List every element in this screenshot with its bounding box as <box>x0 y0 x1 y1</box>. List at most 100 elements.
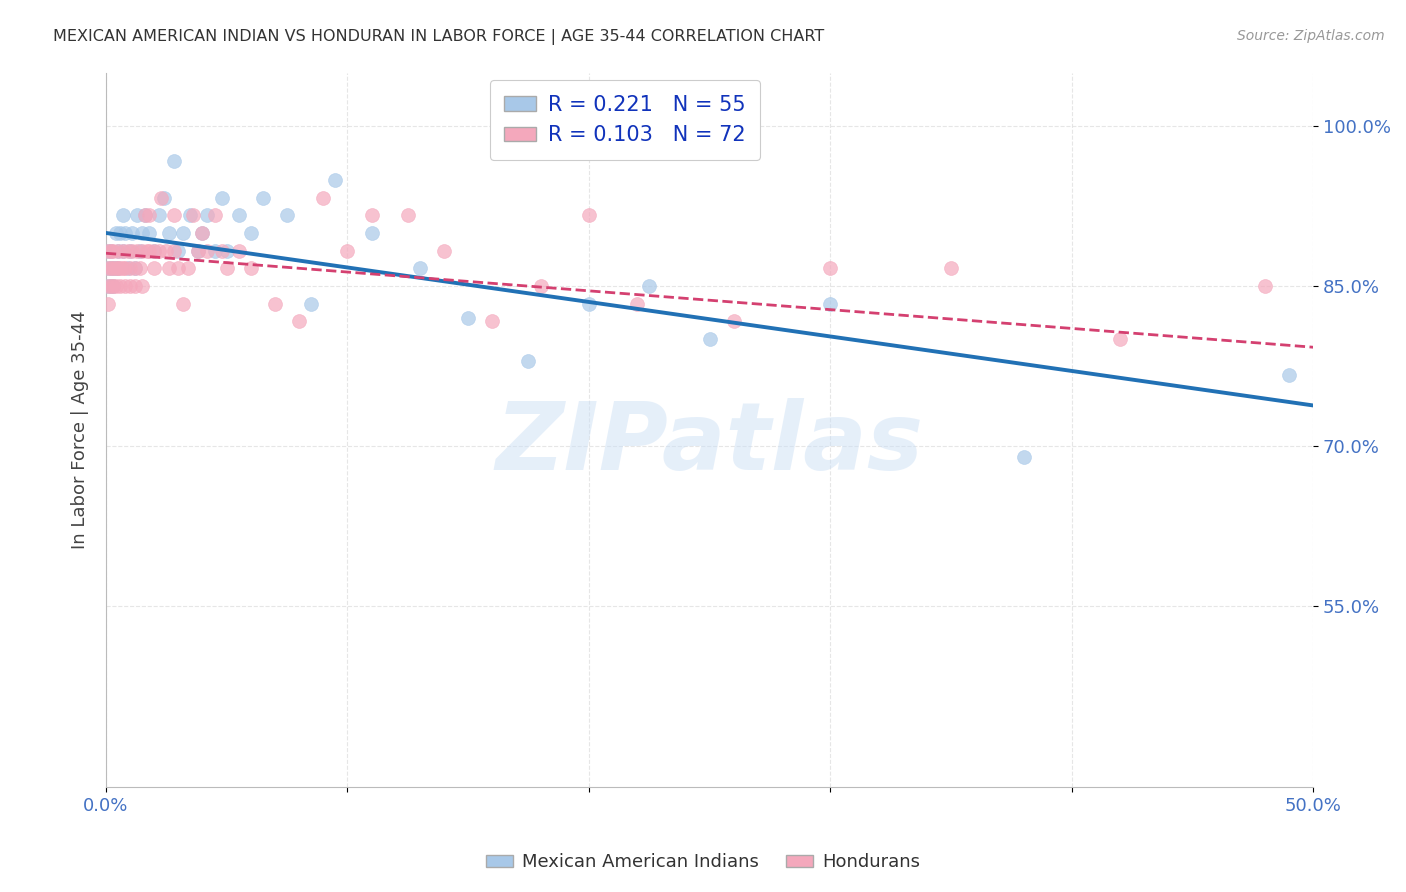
Point <box>264 297 287 311</box>
Point <box>187 244 209 258</box>
Point <box>107 260 129 275</box>
Point <box>101 244 124 258</box>
Point <box>457 311 479 326</box>
Point <box>101 279 124 293</box>
Point <box>1399 606 1406 620</box>
Point <box>101 260 124 275</box>
Point <box>939 260 962 275</box>
Point <box>114 226 136 240</box>
Point <box>134 208 156 222</box>
Point <box>118 279 141 293</box>
Point <box>100 279 122 293</box>
Point <box>110 226 132 240</box>
Point <box>143 244 166 258</box>
Point <box>118 260 141 275</box>
Point <box>136 244 159 258</box>
Point <box>204 244 226 258</box>
Point <box>101 279 124 293</box>
Point <box>723 314 745 328</box>
Point <box>104 260 127 275</box>
Point <box>179 208 201 222</box>
Point <box>204 208 226 222</box>
Point <box>97 279 120 293</box>
Point <box>228 244 250 258</box>
Point <box>111 244 134 258</box>
Point <box>162 154 184 169</box>
Point <box>131 279 153 293</box>
Point <box>127 244 149 258</box>
Point <box>239 260 262 275</box>
Point <box>360 226 382 240</box>
Text: MEXICAN AMERICAN INDIAN VS HONDURAN IN LABOR FORCE | AGE 35-44 CORRELATION CHART: MEXICAN AMERICAN INDIAN VS HONDURAN IN L… <box>53 29 825 45</box>
Point <box>134 208 156 222</box>
Point <box>396 208 419 222</box>
Point <box>118 244 141 258</box>
Point <box>117 260 139 275</box>
Point <box>1278 368 1301 382</box>
Point <box>97 244 120 258</box>
Point <box>162 244 184 258</box>
Point <box>191 226 214 240</box>
Point <box>128 260 150 275</box>
Point <box>111 244 134 258</box>
Point <box>97 244 120 258</box>
Point <box>104 226 127 240</box>
Point <box>162 208 184 222</box>
Point <box>626 297 648 311</box>
Point <box>167 244 190 258</box>
Point <box>215 244 238 258</box>
Point <box>100 260 122 275</box>
Point <box>131 226 153 240</box>
Point <box>336 244 359 258</box>
Point <box>138 226 160 240</box>
Point <box>433 244 456 258</box>
Point <box>101 260 124 275</box>
Point <box>117 244 139 258</box>
Point <box>172 226 194 240</box>
Point <box>97 260 120 275</box>
Point <box>127 208 149 222</box>
Point <box>215 260 238 275</box>
Legend: Mexican American Indians, Hondurans: Mexican American Indians, Hondurans <box>478 847 928 879</box>
Point <box>360 208 382 222</box>
Point <box>148 244 170 258</box>
Point <box>157 260 180 275</box>
Point <box>1399 244 1406 258</box>
Point <box>288 314 311 328</box>
Point <box>187 244 209 258</box>
Point <box>114 260 136 275</box>
Point <box>124 260 146 275</box>
Point <box>1254 279 1277 293</box>
Point <box>239 226 262 240</box>
Point <box>100 279 122 293</box>
Point <box>107 244 129 258</box>
Text: Source: ZipAtlas.com: Source: ZipAtlas.com <box>1237 29 1385 43</box>
Point <box>114 279 136 293</box>
Point <box>323 172 346 186</box>
Point <box>97 297 120 311</box>
Text: ZIPatlas: ZIPatlas <box>495 398 924 491</box>
Point <box>1012 450 1035 464</box>
Point <box>148 208 170 222</box>
Point <box>143 260 166 275</box>
Point <box>1109 332 1132 346</box>
Point <box>177 260 200 275</box>
Point <box>100 244 122 258</box>
Point <box>191 226 214 240</box>
Y-axis label: In Labor Force | Age 35-44: In Labor Force | Age 35-44 <box>72 310 89 549</box>
Point <box>111 260 134 275</box>
Point <box>110 279 132 293</box>
Point <box>97 279 120 293</box>
Point <box>131 244 153 258</box>
Point <box>124 260 146 275</box>
Point <box>138 244 160 258</box>
Point <box>578 208 600 222</box>
Point <box>517 353 540 368</box>
Point <box>409 260 432 275</box>
Point <box>529 279 551 293</box>
Point <box>167 260 190 275</box>
Point <box>107 244 129 258</box>
Point <box>121 226 143 240</box>
Point <box>128 244 150 258</box>
Point <box>172 297 194 311</box>
